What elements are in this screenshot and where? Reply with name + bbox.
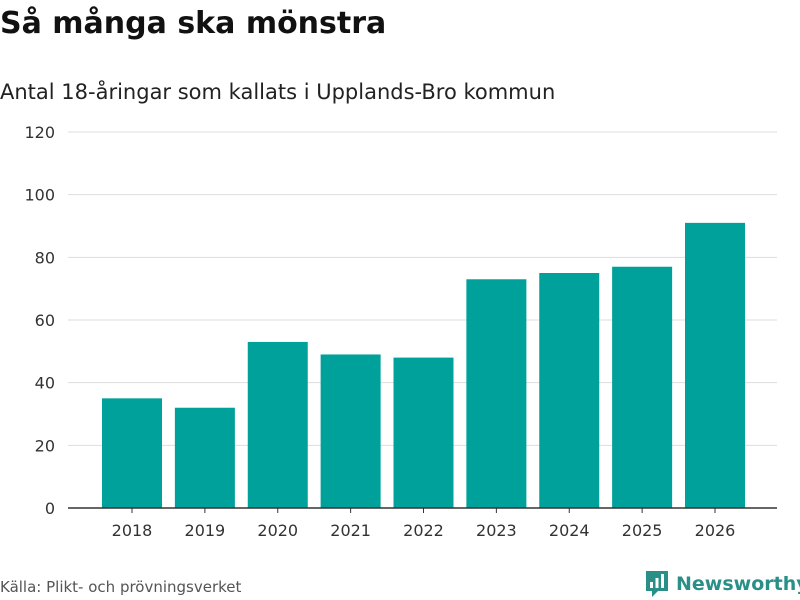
chart-subtitle: Antal 18-åringar som kallats i Upplands-…	[0, 80, 556, 104]
bar-2020[interactable]	[247, 341, 308, 508]
bar-2021[interactable]	[320, 354, 381, 508]
newsworthy-logo-icon	[646, 571, 668, 597]
brand-logo[interactable]: Newsworthy	[644, 569, 800, 599]
bar-2024[interactable]	[539, 273, 600, 508]
x-tick-label: 2022	[403, 521, 444, 540]
bar-chart: 0 20 40 60 80 100 120 2018 2019 2020 2021 2022 2023…	[24, 123, 777, 540]
chart-title: Så många ska mönstra	[0, 6, 387, 41]
y-tick-label: 0	[45, 499, 55, 518]
y-tick-label: 100	[24, 186, 55, 205]
y-tick-label: 80	[35, 248, 55, 267]
x-tick-label: 2018	[112, 521, 153, 540]
bar-2022[interactable]	[393, 357, 454, 508]
bar-2018[interactable]	[102, 398, 162, 508]
bar-2023[interactable]	[466, 279, 527, 508]
y-tick-label: 60	[35, 311, 55, 330]
y-tick-label: 20	[35, 436, 55, 455]
x-tick-label: 2020	[257, 521, 298, 540]
source-note: Källa: Plikt- och prövningsverket	[0, 578, 242, 596]
x-tick-label: 2026	[695, 521, 736, 540]
bar-2019[interactable]	[174, 407, 235, 508]
bar-2026[interactable]	[685, 222, 745, 508]
bar-2025[interactable]	[612, 266, 673, 508]
x-tick-label: 2023	[476, 521, 517, 540]
x-tick-label: 2024	[549, 521, 590, 540]
x-tick-label: 2019	[185, 521, 226, 540]
bars	[102, 222, 745, 508]
x-axis: 2018 2019 2020 2021 2022 2023 2024 2025 2026	[68, 507, 777, 540]
y-tick-label: 40	[35, 374, 55, 393]
x-tick-label: 2021	[330, 521, 371, 540]
brand-name: Newsworthy	[676, 573, 800, 595]
x-tick-label: 2025	[622, 521, 663, 540]
y-axis-ticks: 0 20 40 60 80 100 120	[24, 123, 55, 518]
y-tick-label: 120	[24, 123, 55, 142]
